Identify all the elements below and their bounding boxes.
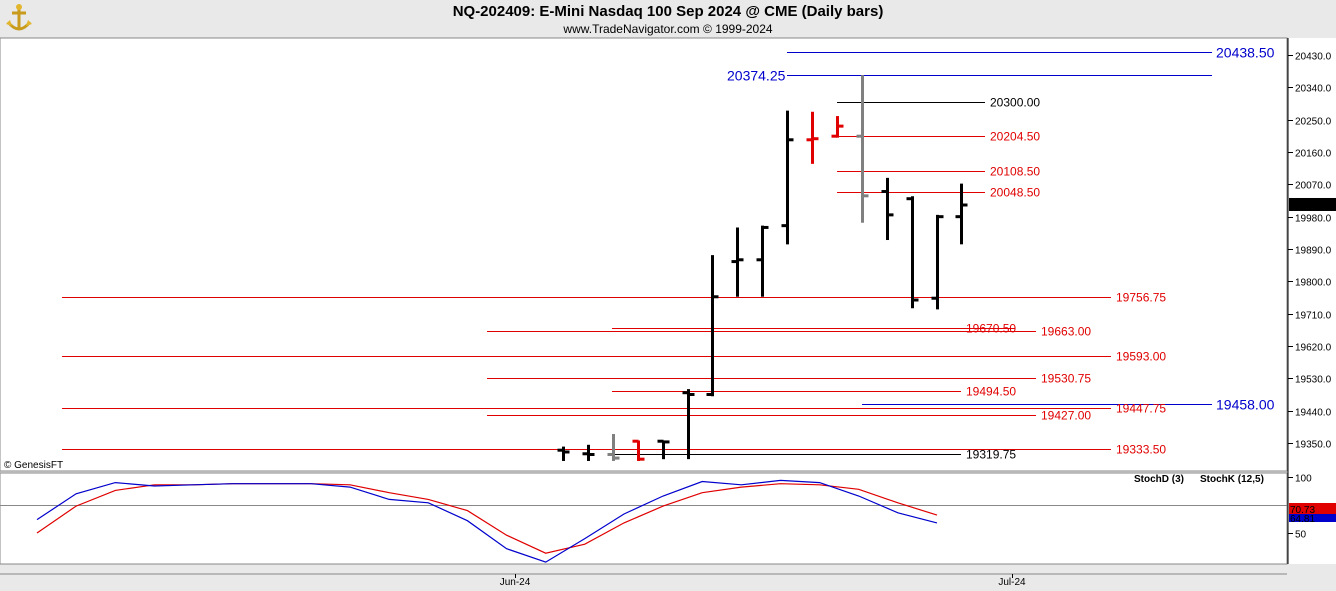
genesis-logo-icon bbox=[2, 2, 36, 36]
chart-frame bbox=[0, 37, 1336, 575]
level-label: 19319.75 bbox=[966, 448, 1016, 462]
ohlc-bar bbox=[756, 225, 769, 297]
level-label: 20300.00 bbox=[990, 96, 1040, 110]
stoch-tick-label: 100 bbox=[1295, 474, 1312, 485]
price-panel-bg bbox=[0, 37, 1288, 472]
chart-subtitle: www.TradeNavigator.com © 1999-2024 bbox=[563, 22, 773, 36]
stochd-value: 70.73 bbox=[1290, 505, 1315, 516]
ohlc-bar bbox=[781, 110, 794, 245]
ohlc-bar bbox=[906, 196, 919, 309]
level-label: 19756.75 bbox=[1116, 291, 1166, 305]
ohlc-bar bbox=[831, 116, 844, 138]
level-label: 19427.00 bbox=[1041, 409, 1091, 423]
level-label: 19593.00 bbox=[1116, 350, 1166, 364]
stochk-value-badge bbox=[1289, 514, 1336, 522]
ohlc-bar bbox=[955, 183, 968, 245]
stoch-tick-label: 50 bbox=[1295, 530, 1307, 541]
chart-header: NQ-202409: E-Mini Nasdaq 100 Sep 2024 @ … bbox=[0, 0, 1336, 38]
price-tick-label: 20160.0 bbox=[1295, 149, 1332, 160]
price-tick-label: 19800.0 bbox=[1295, 278, 1332, 289]
last-price-label: 20012.50 bbox=[1290, 201, 1332, 212]
level-label: 19530.75 bbox=[1041, 372, 1091, 386]
last-price-badge bbox=[1289, 197, 1336, 211]
price-tick-label: 19710.0 bbox=[1295, 311, 1332, 322]
level-label: 19494.50 bbox=[966, 385, 1016, 399]
price-tick-label: 20340.0 bbox=[1295, 84, 1332, 95]
ohlc-bar bbox=[582, 444, 595, 461]
chart-title: NQ-202409: E-Mini Nasdaq 100 Sep 2024 @ … bbox=[452, 3, 884, 20]
ohlc-bar bbox=[931, 214, 944, 310]
time-tick-label: Jun-24 bbox=[500, 577, 531, 588]
price-tick-label: 19890.0 bbox=[1295, 246, 1332, 257]
price-tick-label: 19530.0 bbox=[1295, 375, 1332, 386]
stochd-value-badge bbox=[1289, 503, 1336, 514]
watermark: © GenesisFT bbox=[4, 460, 63, 471]
ohlc-bars bbox=[557, 75, 968, 461]
level-label: 19663.00 bbox=[1041, 325, 1091, 339]
ohlc-bar bbox=[806, 111, 819, 164]
price-tick-label: 19350.0 bbox=[1295, 440, 1332, 451]
price-tick-label: 19620.0 bbox=[1295, 343, 1332, 354]
level-label: 19458.00 bbox=[1216, 397, 1275, 413]
ohlc-bar bbox=[607, 434, 620, 461]
ohlc-bar bbox=[881, 177, 894, 241]
stochd-legend: StochD (3) bbox=[1134, 474, 1184, 485]
level-label: 20438.50 bbox=[1216, 45, 1275, 61]
price-tick-label: 20250.0 bbox=[1295, 117, 1332, 128]
ohlc-bar bbox=[557, 446, 570, 461]
stochk-legend: StochK (12,5) bbox=[1200, 474, 1264, 485]
stoch-panel-bg bbox=[0, 472, 1288, 565]
ohlc-bar bbox=[632, 439, 645, 461]
ohlc-bar bbox=[706, 255, 719, 397]
level-label: 20108.50 bbox=[990, 165, 1040, 179]
price-tick-label: 20070.0 bbox=[1295, 181, 1332, 192]
ohlc-bar bbox=[657, 439, 670, 460]
price-axis: 20430.0 20340.0 20250.0 20160.0 20070.0 19980… bbox=[1288, 52, 1336, 451]
level-label: 20048.50 bbox=[990, 186, 1040, 200]
stochk-line bbox=[36, 479, 938, 563]
time-tick-label: Jul-24 bbox=[998, 577, 1026, 588]
ohlc-bar bbox=[731, 227, 744, 297]
level-label: 19670.50 bbox=[966, 322, 1016, 336]
price-tick-label: 19980.0 bbox=[1295, 214, 1332, 225]
axis-strip-bg bbox=[1288, 38, 1336, 564]
price-tick-label: 20430.0 bbox=[1295, 52, 1332, 63]
level-label: 20204.50 bbox=[990, 130, 1040, 144]
level-label: 20374.25 bbox=[727, 68, 786, 84]
level-label: 19333.50 bbox=[1116, 443, 1166, 457]
ohlc-bar bbox=[682, 389, 695, 460]
time-axis: Jun-24 Jul-24 bbox=[500, 574, 1026, 588]
level-label: 19447.75 bbox=[1116, 402, 1166, 416]
stochk-value: 64.81 bbox=[1290, 514, 1315, 525]
ohlc-bar bbox=[856, 75, 869, 223]
price-tick-label: 19440.0 bbox=[1295, 408, 1332, 419]
